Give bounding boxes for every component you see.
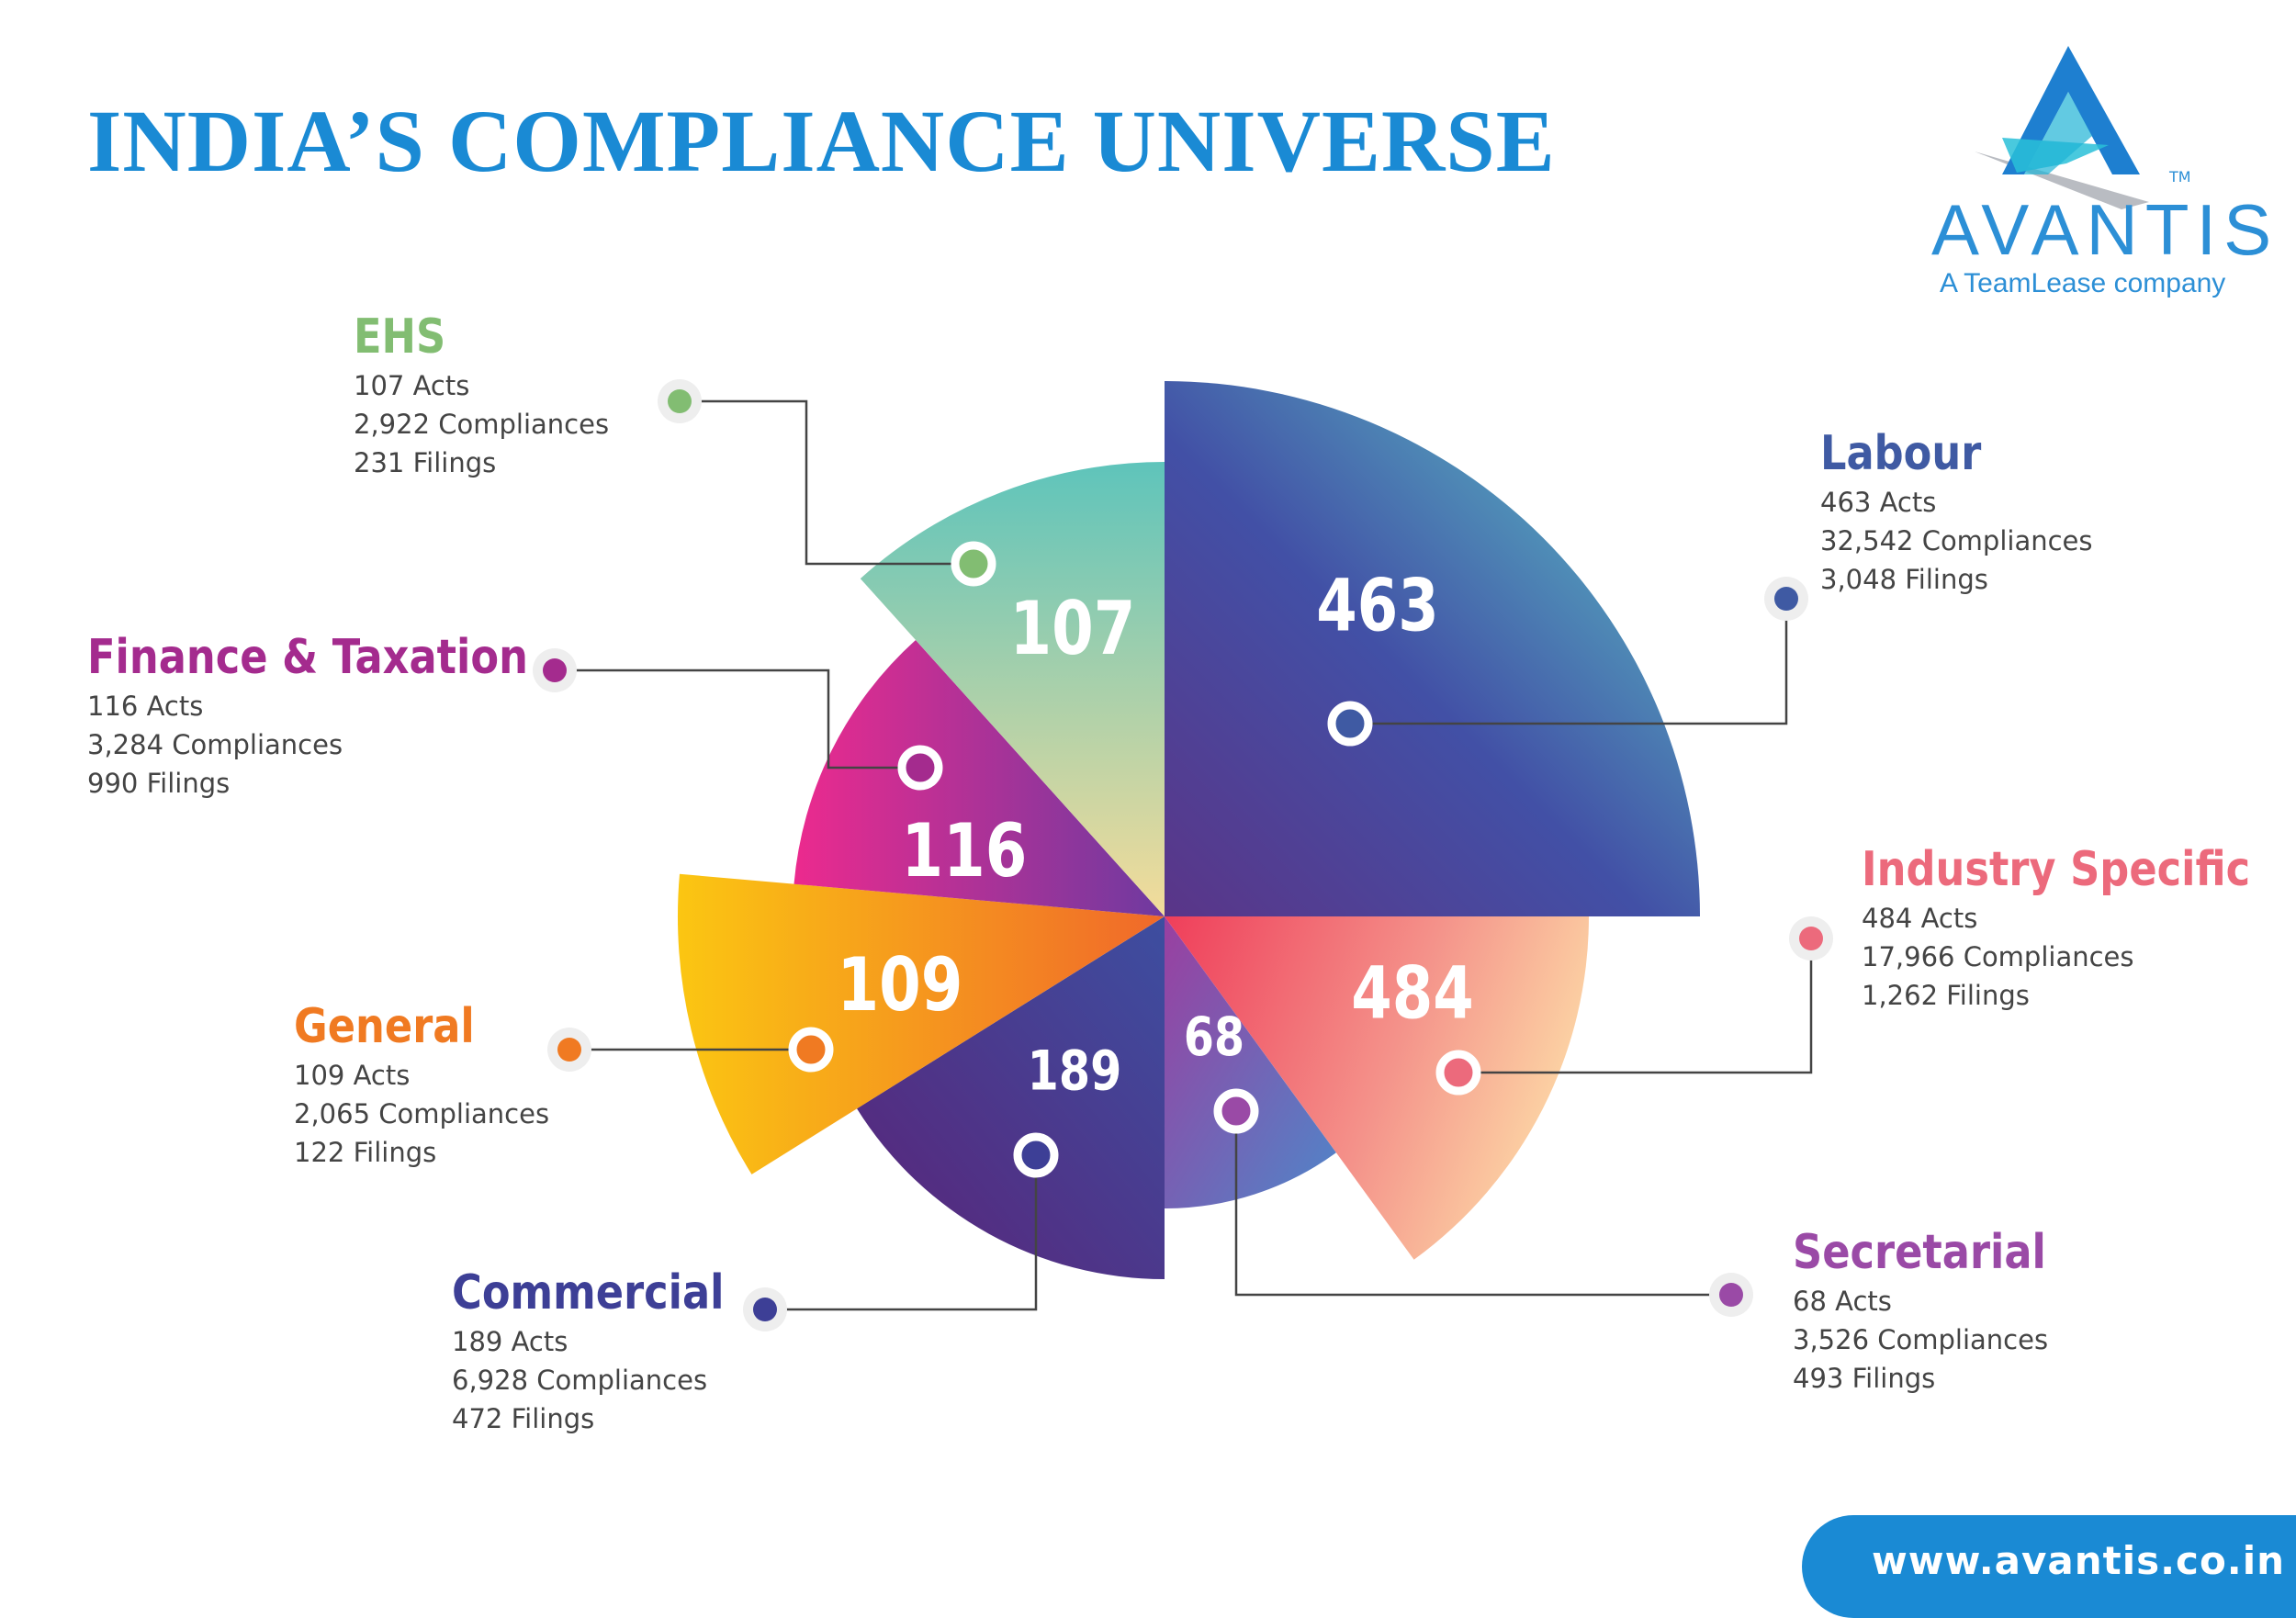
category-label-secretarial: Secretarial 68 Acts 3,526 Compliances 493 F…	[1793, 1223, 2088, 1398]
trademark-mark: TM	[2169, 168, 2191, 185]
slice-marker-finance	[897, 745, 943, 791]
slice-general	[677, 873, 1165, 1174]
label-dot-finance	[543, 658, 567, 682]
category-filings: 990 Filings	[87, 768, 231, 799]
logo-name: AVANTIS	[1931, 189, 2279, 270]
page-title: INDIA’S COMPLIANCE UNIVERSE	[87, 92, 1556, 190]
category-acts: 484 Acts	[1862, 903, 1978, 934]
category-label-finance: Finance & Taxation 116 Acts 3,284 Complian…	[87, 628, 600, 803]
category-filings: 472 Filings	[452, 1403, 595, 1434]
avantis-logo-icon	[1975, 46, 2149, 209]
category-filings: 231 Filings	[354, 447, 497, 478]
category-acts: 107 Acts	[354, 370, 470, 401]
category-compliances: 3,526 Compliances	[1793, 1324, 2049, 1355]
category-compliances: 17,966 Compliances	[1862, 941, 2134, 972]
category-acts: 463 Acts	[1820, 487, 1937, 518]
label-dot-commercial	[753, 1298, 777, 1321]
category-label-ehs: EHS 107 Acts 2,922 Compliances 231 Filings	[354, 308, 609, 482]
value-label-general: 109	[838, 943, 963, 1028]
website-link[interactable]: www.avantis.co.in	[1872, 1538, 2286, 1583]
category-name: Industry Specific	[1862, 842, 2251, 897]
slice-marker-secretarial	[1213, 1088, 1259, 1134]
slice-secretarial	[1165, 916, 1336, 1209]
slice-marker-commercial	[1013, 1132, 1059, 1178]
slice-industry	[1165, 916, 1589, 1260]
category-label-commercial: Commercial 189 Acts 6,928 Compliances 472 F…	[452, 1264, 769, 1438]
value-label-finance: 116	[902, 809, 1028, 894]
slice-commercial	[857, 916, 1165, 1279]
slice-ehs	[860, 462, 1165, 916]
slice-marker-labour	[1327, 701, 1373, 747]
label-dot-industry	[1799, 927, 1823, 950]
category-acts: 116 Acts	[87, 691, 204, 722]
value-label-industry: 484	[1351, 951, 1473, 1035]
category-compliances: 3,284 Compliances	[87, 729, 343, 760]
slice-finance	[793, 640, 1165, 916]
category-label-labour: Labour 463 Acts 32,542 Compliances 3,048 Fi…	[1820, 424, 2093, 599]
category-name: General	[294, 999, 475, 1054]
value-label-secretarial: 68	[1184, 1006, 1244, 1068]
category-name: Commercial	[452, 1265, 725, 1320]
category-filings: 122 Filings	[294, 1137, 437, 1168]
slice-marker-industry	[1435, 1050, 1481, 1096]
category-filings: 1,262 Filings	[1862, 980, 2030, 1011]
connector-line-secretarial	[1234, 1111, 1731, 1297]
category-filings: 3,048 Filings	[1820, 564, 1988, 595]
category-label-industry: Industry Specific 484 Acts 17,966 Complian…	[1862, 840, 2296, 1015]
label-dot-labour	[1774, 587, 1798, 611]
slice-marker-general	[788, 1027, 834, 1073]
category-name: Finance & Taxation	[87, 630, 528, 685]
slice-labour	[1165, 381, 1700, 916]
value-label-ehs: 107	[1010, 587, 1136, 672]
label-dot-general	[557, 1038, 581, 1062]
slice-marker-ehs	[951, 541, 996, 587]
label-dot-secretarial	[1719, 1283, 1743, 1307]
category-acts: 68 Acts	[1793, 1286, 1892, 1317]
label-dot-ehs	[668, 389, 692, 413]
category-compliances: 32,542 Compliances	[1820, 525, 2093, 556]
connector-line-finance	[555, 669, 920, 770]
category-compliances: 2,065 Compliances	[294, 1098, 550, 1129]
value-label-commercial: 189	[1028, 1039, 1122, 1103]
website-button[interactable]	[1802, 1515, 2296, 1618]
category-name: Labour	[1820, 426, 1982, 481]
category-acts: 189 Acts	[452, 1326, 568, 1357]
category-compliances: 2,922 Compliances	[354, 409, 610, 440]
category-filings: 493 Filings	[1793, 1363, 1936, 1394]
connector-line-ehs	[680, 399, 974, 566]
category-name: Secretarial	[1793, 1225, 2046, 1280]
logo-tagline: A TeamLease company	[1940, 268, 2226, 298]
category-name: EHS	[354, 309, 446, 365]
category-label-general: General 109 Acts 2,065 Compliances 122 Fili…	[294, 997, 549, 1172]
connector-line-labour	[1350, 599, 1788, 725]
connector-line-commercial	[765, 1155, 1038, 1311]
category-compliances: 6,928 Compliances	[452, 1365, 708, 1396]
connector-line-industry	[1458, 938, 1813, 1074]
category-acts: 109 Acts	[294, 1060, 411, 1091]
value-label-labour: 463	[1316, 564, 1438, 647]
